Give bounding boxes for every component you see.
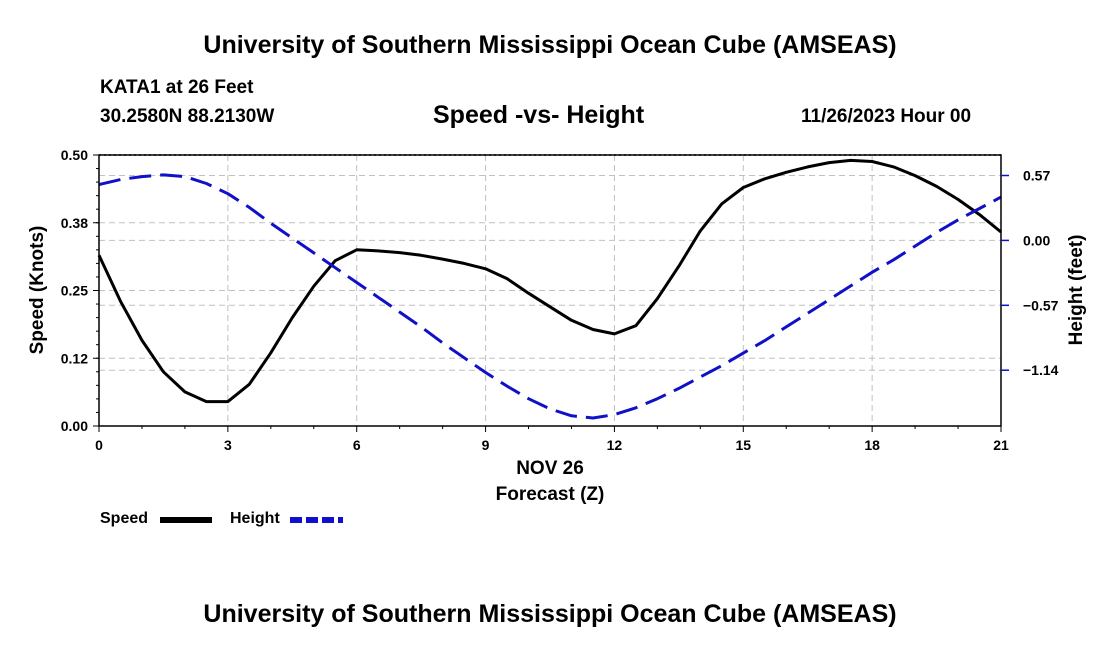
legend-height-label: Height xyxy=(230,510,280,527)
station-coordinates: 30.2580N 88.2130W xyxy=(100,106,275,127)
x-tick-label: 15 xyxy=(735,437,751,453)
grid-lines xyxy=(99,154,1001,426)
x-tick-label: 6 xyxy=(353,437,361,453)
y2-tick-label: −1.14 xyxy=(1023,362,1059,378)
x-tick-label: 21 xyxy=(993,437,1009,453)
station-name: KATA1 at 26 Feet xyxy=(100,77,254,98)
y2-tick-label: −0.57 xyxy=(1023,297,1059,313)
y2-tick-label: 0.00 xyxy=(1023,232,1050,248)
page-title: University of Southern Mississippi Ocean… xyxy=(203,31,897,59)
chart-title: Speed -vs- Height xyxy=(433,101,645,129)
y-tick-label: 0.12 xyxy=(61,350,88,366)
y-tick-label: 0.25 xyxy=(61,283,88,299)
x-tick-label: 0 xyxy=(95,437,103,453)
y-tick-label: 0.50 xyxy=(61,147,88,163)
series-line-speed xyxy=(97,158,1002,404)
series-line-height xyxy=(98,173,1002,420)
x-tick-label: 18 xyxy=(864,437,880,453)
x-axis-date-label: NOV 26 xyxy=(516,458,584,479)
y-tick-label: 0.00 xyxy=(61,418,88,434)
y-axis-label: Speed (Knots) xyxy=(27,226,48,355)
x-axis-label: Forecast (Z) xyxy=(496,484,605,505)
x-tick-label: 9 xyxy=(482,437,490,453)
axis-ticks: 0 3 6 9 12 15 18 21 0.00 0.12 0.25 0.38 0.50 0.57 0.00… xyxy=(61,147,1059,453)
footer-title: University of Southern Mississippi Ocean… xyxy=(203,600,897,628)
x-tick-label: 3 xyxy=(224,437,232,453)
x-tick-label: 12 xyxy=(607,437,623,453)
y2-axis-label: Height (feet) xyxy=(1066,235,1087,346)
y2-tick-label: 0.57 xyxy=(1023,167,1050,183)
series-lines xyxy=(97,158,1002,420)
forecast-datetime: 11/26/2023 Hour 00 xyxy=(801,106,972,127)
legend-speed-label: Speed xyxy=(100,510,149,527)
y-tick-label: 0.38 xyxy=(61,215,88,231)
